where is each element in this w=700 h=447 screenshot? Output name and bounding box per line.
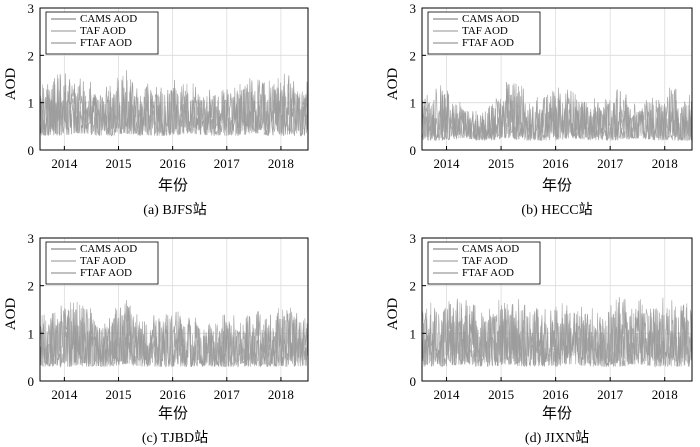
series-line-1 xyxy=(421,297,693,367)
y-tick-label: 0 xyxy=(410,374,417,389)
y-tick-label: 2 xyxy=(410,48,417,63)
x-tick-label: 2018 xyxy=(268,387,294,402)
x-tick-label: 2015 xyxy=(488,156,514,171)
x-tick-label: 2017 xyxy=(597,156,624,171)
x-tick-label: 2015 xyxy=(106,387,132,402)
panel-caption: (d) JIXN站 xyxy=(525,430,589,446)
series-line-3 xyxy=(421,83,693,142)
legend-label: CAMS AOD xyxy=(80,243,137,255)
y-tick-label: 0 xyxy=(28,374,35,389)
y-tick-label: 1 xyxy=(410,326,417,341)
plot-frame xyxy=(421,237,693,382)
legend-label: FTAF AOD xyxy=(80,267,132,279)
y-axis-title: AOD xyxy=(3,298,19,331)
legend-label: CAMS AOD xyxy=(462,13,519,25)
panel-caption: (a) BJFS站 xyxy=(143,202,206,218)
plot-frame xyxy=(421,7,693,151)
x-tick-label: 2017 xyxy=(597,387,624,402)
y-axis-title: AOD xyxy=(3,68,19,101)
legend-label: TAF AOD xyxy=(462,25,508,37)
x-tick-label: 2018 xyxy=(652,387,678,402)
y-tick-label: 2 xyxy=(410,279,417,294)
y-axis-title: AOD xyxy=(385,68,401,101)
x-tick-label: 2014 xyxy=(434,387,461,402)
plot-frame xyxy=(39,7,309,151)
legend-label: TAF AOD xyxy=(80,255,126,267)
legend-label: TAF AOD xyxy=(462,255,508,267)
legend-label: CAMS AOD xyxy=(462,243,519,255)
chart-panel-1: 0 1 2 3 2014 2015 2016 2017 2018 AOD 年份 (a) BJFS站 CA… xyxy=(3,1,309,218)
x-axis-title: 年份 xyxy=(542,177,572,194)
y-tick-label: 1 xyxy=(410,96,417,111)
y-tick-label: 2 xyxy=(28,279,35,294)
x-tick-label: 2016 xyxy=(160,387,187,402)
legend-label: FTAF AOD xyxy=(80,37,132,49)
y-tick-label: 3 xyxy=(28,1,35,16)
x-tick-label: 2017 xyxy=(214,387,241,402)
x-tick-label: 2014 xyxy=(51,156,78,171)
chart-panel-2: 0 1 2 3 2014 2015 2016 2017 2018 AOD 年份 (b) HECC站 CA… xyxy=(385,1,693,218)
x-tick-label: 2016 xyxy=(543,387,570,402)
y-axis-title: AOD xyxy=(385,298,401,331)
y-tick-label: 3 xyxy=(410,231,417,246)
x-tick-label: 2015 xyxy=(488,387,514,402)
x-axis-title: 年份 xyxy=(542,405,572,422)
y-tick-label: 3 xyxy=(410,1,417,16)
series-line-3 xyxy=(39,73,309,137)
panel-caption: (b) HECC站 xyxy=(521,202,592,218)
x-tick-label: 2018 xyxy=(652,156,678,171)
x-axis-title: 年份 xyxy=(158,177,188,194)
y-tick-label: 3 xyxy=(28,231,35,246)
x-tick-label: 2016 xyxy=(543,156,570,171)
series-line-3 xyxy=(39,299,309,369)
plot-frame xyxy=(39,237,309,382)
y-tick-label: 1 xyxy=(28,326,35,341)
series-line-3 xyxy=(421,297,693,368)
panel-caption: (c) TJBD站 xyxy=(142,430,208,446)
x-tick-label: 2018 xyxy=(268,156,294,171)
x-axis-title: 年份 xyxy=(158,405,188,422)
x-tick-label: 2016 xyxy=(160,156,187,171)
legend-label: FTAF AOD xyxy=(462,37,514,49)
chart-panel-3: 0 1 2 3 2014 2015 2016 2017 2018 AOD 年份 (c) TJBD站 CA… xyxy=(3,231,309,446)
legend-label: CAMS AOD xyxy=(80,13,137,25)
y-tick-label: 0 xyxy=(410,143,417,158)
x-tick-label: 2014 xyxy=(51,387,78,402)
x-tick-label: 2015 xyxy=(106,156,132,171)
x-tick-label: 2014 xyxy=(434,156,461,171)
chart-panel-4: 0 1 2 3 2014 2015 2016 2017 2018 AOD 年份 (d) JIXN站 CA… xyxy=(385,231,693,446)
y-tick-label: 0 xyxy=(28,143,35,158)
x-tick-label: 2017 xyxy=(214,156,241,171)
y-tick-label: 1 xyxy=(28,96,35,111)
y-tick-label: 2 xyxy=(28,48,35,63)
legend-label: FTAF AOD xyxy=(462,267,514,279)
legend-label: TAF AOD xyxy=(80,25,126,37)
